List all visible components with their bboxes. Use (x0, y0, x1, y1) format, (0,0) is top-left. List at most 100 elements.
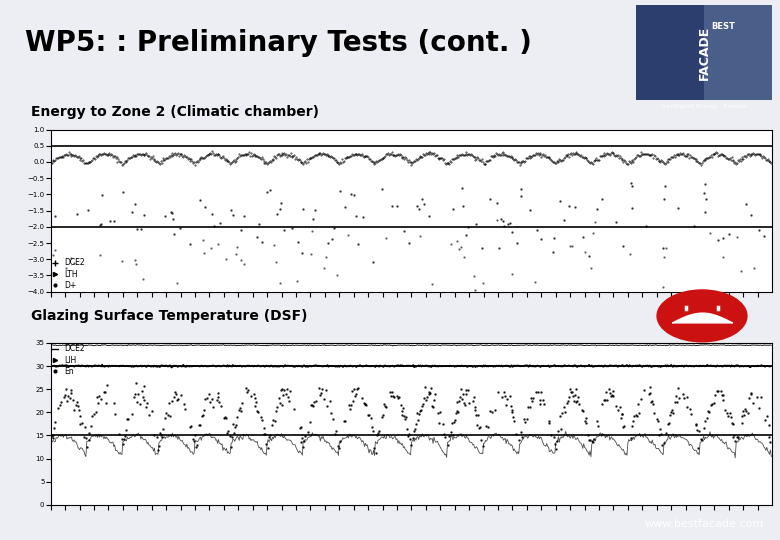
Point (548, 233, 560, 242)
Point (278, 225, 290, 234)
Text: WP5: : Preliminary Tests (cont. ): WP5: : Preliminary Tests (cont. ) (25, 29, 532, 57)
Point (712, 235, 725, 244)
Point (516, 192, 528, 201)
Point (699, 208, 711, 217)
Point (697, 188, 710, 197)
Point (385, 201, 398, 210)
Point (731, 233, 743, 242)
Point (137, 211, 150, 220)
Point (476, 244, 488, 253)
Point (235, 255, 247, 264)
Point (588, 217, 601, 226)
Point (129, 200, 141, 208)
Point (716, 233, 729, 242)
Point (735, 266, 747, 275)
Point (347, 191, 360, 200)
Point (445, 239, 457, 248)
Point (173, 224, 186, 233)
Point (219, 254, 232, 263)
Point (496, 216, 509, 225)
Point (569, 202, 581, 211)
Point (49, 212, 62, 221)
Point (225, 205, 237, 214)
Point (339, 202, 351, 211)
Point (165, 208, 177, 217)
Text: BEST: BEST (711, 22, 735, 31)
Point (491, 199, 503, 208)
Point (739, 199, 752, 208)
Point (214, 219, 226, 228)
Point (460, 231, 473, 240)
Point (286, 224, 299, 233)
Text: Glazing Surface Temperature (DSF): Glazing Surface Temperature (DSF) (31, 309, 307, 323)
Point (587, 228, 599, 237)
Point (328, 224, 340, 232)
Point (159, 212, 172, 220)
Point (251, 233, 264, 241)
Point (117, 188, 129, 197)
Point (426, 280, 438, 288)
Point (126, 208, 138, 217)
Point (523, 206, 536, 214)
Point (579, 248, 591, 256)
Point (104, 217, 116, 226)
Point (718, 253, 730, 261)
Point (398, 226, 410, 235)
Point (165, 208, 178, 217)
Point (321, 239, 334, 247)
Point (66, 254, 78, 262)
Point (199, 202, 211, 211)
Point (136, 274, 149, 283)
Point (658, 253, 670, 261)
Point (498, 222, 511, 231)
Point (296, 249, 309, 258)
Point (198, 249, 211, 258)
Point (309, 205, 321, 214)
Point (414, 232, 427, 240)
FancyBboxPatch shape (636, 5, 704, 100)
Point (410, 202, 423, 211)
Point (658, 195, 670, 204)
Point (477, 279, 489, 287)
Point (49, 245, 62, 254)
Point (626, 182, 638, 191)
Point (71, 210, 83, 219)
Point (60, 264, 73, 273)
Point (94, 220, 107, 229)
Point (292, 238, 304, 247)
Point (672, 204, 684, 213)
Point (95, 219, 108, 228)
Point (96, 191, 108, 199)
Point (168, 230, 180, 238)
Point (456, 184, 468, 193)
Point (352, 240, 364, 248)
Point (470, 286, 482, 294)
Point (129, 255, 142, 264)
Point (274, 279, 286, 287)
Point (624, 179, 636, 187)
Circle shape (657, 290, 747, 342)
Point (626, 203, 639, 212)
Point (356, 213, 369, 222)
Point (723, 230, 736, 238)
Point (554, 197, 566, 206)
Point (623, 250, 636, 259)
Text: Energy to Zone 2 (Climatic chamber): Energy to Zone 2 (Climatic chamber) (31, 105, 319, 119)
Point (470, 220, 483, 228)
Point (744, 211, 757, 219)
Point (237, 259, 250, 268)
Point (274, 204, 286, 213)
Point (271, 210, 283, 219)
Point (131, 225, 144, 233)
Point (591, 204, 604, 213)
Point (467, 272, 480, 280)
Point (380, 233, 392, 242)
Point (349, 212, 362, 220)
Text: www.bestfacade.com: www.bestfacade.com (644, 519, 764, 529)
Point (256, 238, 268, 246)
Point (576, 232, 589, 241)
Point (391, 202, 403, 211)
Point (698, 179, 711, 188)
Point (46, 251, 58, 259)
Point (270, 258, 282, 266)
